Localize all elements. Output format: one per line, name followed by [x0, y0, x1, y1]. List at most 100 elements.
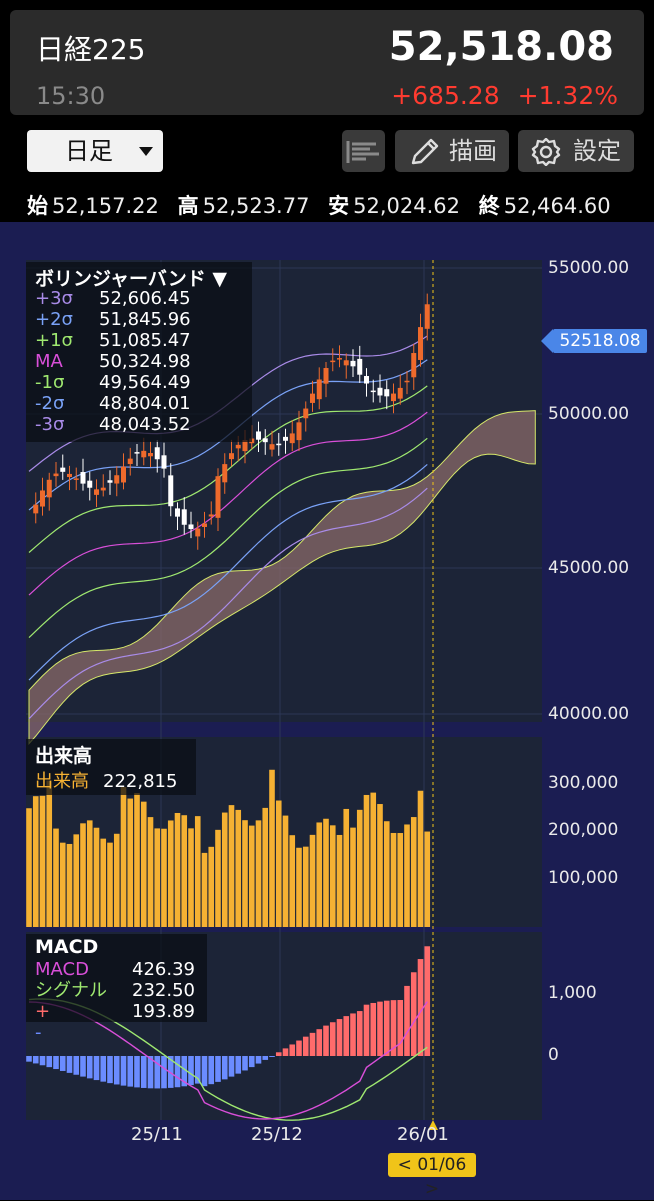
- legend-value: 48,043.52: [99, 414, 191, 435]
- volume-axis-label: 200,000: [548, 820, 619, 840]
- current-price-tag: 52518.08: [541, 329, 647, 353]
- candle-body: [242, 439, 248, 452]
- close-key: 終: [478, 194, 500, 218]
- macd-histogram-bar: [221, 1056, 228, 1080]
- macd-histogram-bar: [404, 985, 410, 1056]
- macd-axis-label: 0: [548, 1045, 559, 1065]
- price-axis-label: 55000.00: [548, 258, 630, 278]
- legend-name: +2σ: [35, 309, 73, 330]
- legend-row: +2σ 51,845.96: [35, 309, 191, 330]
- legend-value: 51,085.47: [99, 330, 191, 351]
- period-select[interactable]: 日足: [27, 130, 163, 172]
- date-cursor[interactable]: < 01/06 >: [388, 1153, 476, 1199]
- date-label: 25/11: [131, 1124, 183, 1145]
- macd-histogram-bar: [161, 1056, 167, 1089]
- quote-time: 15:30: [36, 82, 106, 110]
- macd-row: MACD 426.39: [35, 959, 195, 980]
- legend-row: MA 50,324.98: [35, 351, 191, 372]
- macd-histogram-bar: [350, 1013, 356, 1056]
- volume-bar: [32, 796, 39, 927]
- layout-button[interactable]: [342, 130, 385, 172]
- volume-bar: [350, 827, 356, 927]
- volume-bar: [113, 833, 120, 927]
- macd-histogram-bar: [107, 1056, 113, 1084]
- macd-histogram-bar: [242, 1056, 248, 1071]
- chevron-down-icon: [139, 147, 153, 156]
- macd-histogram-bar: [302, 1036, 309, 1056]
- bollinger-title[interactable]: ボリンジャーバンド ▼: [35, 268, 228, 290]
- macd-row: -: [35, 1022, 132, 1043]
- volume-bar: [26, 808, 32, 927]
- price-tag-pointer: [541, 329, 553, 353]
- volume-bar: [363, 794, 370, 927]
- close-value: 52,464.60: [503, 194, 611, 218]
- volume-bar: [269, 769, 275, 927]
- volume-bar: [424, 831, 431, 927]
- candle-body: [229, 453, 234, 460]
- macd-histogram-bar: [282, 1048, 289, 1056]
- volume-bar: [410, 817, 417, 927]
- gear-icon: [531, 138, 561, 166]
- candle-body: [357, 358, 363, 375]
- macd-histogram-bar: [336, 1019, 343, 1056]
- volume-bar: [215, 829, 221, 927]
- macd-histogram-bar: [316, 1029, 323, 1056]
- volume-bar: [134, 793, 140, 927]
- volume-axis-label: 300,000: [548, 773, 619, 793]
- volume-bar: [228, 805, 235, 927]
- candle-body: [235, 444, 241, 449]
- settings-button[interactable]: 設定: [518, 130, 634, 172]
- macd-histogram-bar: [215, 1056, 221, 1082]
- candle-body: [195, 528, 201, 537]
- macd-histogram-bar: [248, 1056, 255, 1068]
- candle-body: [262, 438, 268, 443]
- candle-body: [391, 393, 396, 402]
- draw-button[interactable]: 描画: [395, 130, 509, 172]
- volume-bar: [343, 808, 350, 927]
- macd-name: MACD: [35, 959, 89, 980]
- volume-bar: [323, 818, 329, 927]
- candle-body: [202, 523, 207, 527]
- macd-histogram-bar: [66, 1056, 73, 1073]
- volume-bar: [309, 834, 316, 927]
- chart-area[interactable]: ボリンジャーバンド ▼ +3σ 52,606.45 +2σ 51,845.96 +1…: [0, 222, 654, 1200]
- volume-bar: [262, 807, 269, 927]
- candle-body: [316, 379, 322, 400]
- macd-histogram-bar: [370, 1002, 377, 1056]
- quote-header: 日経225 52,518.08 15:30 +685.28 +1.32%: [10, 10, 644, 115]
- volume-bar: [242, 820, 248, 927]
- macd-histogram-bar: [383, 1000, 390, 1056]
- volume-bar: [86, 820, 93, 927]
- macd-histogram-bar: [93, 1056, 100, 1081]
- macd-histogram-bar: [154, 1056, 161, 1089]
- candle-body: [100, 487, 106, 491]
- legend-row: +1σ 51,085.47: [35, 330, 191, 351]
- macd-histogram-bar: [289, 1044, 296, 1056]
- macd-histogram-bar: [194, 1056, 201, 1084]
- candle-body: [154, 447, 160, 460]
- macd-histogram-bar: [390, 1000, 397, 1056]
- macd-histogram-bar: [255, 1056, 262, 1064]
- candle-body: [161, 455, 167, 469]
- macd-value: 232.50: [132, 980, 195, 1001]
- macd-histogram-bar: [275, 1052, 282, 1056]
- pencil-icon: [411, 138, 439, 165]
- bollinger-legend[interactable]: ボリンジャーバンド ▼ +3σ 52,606.45 +2σ 51,845.96 +1…: [26, 262, 252, 442]
- candle-body: [33, 504, 39, 514]
- candle-body: [80, 472, 86, 484]
- macd-histogram-bar: [410, 972, 417, 1056]
- macd-histogram-bar: [262, 1056, 269, 1060]
- volume-bar: [208, 846, 215, 927]
- candle-body: [60, 467, 66, 472]
- volume-bar: [174, 812, 181, 927]
- legend-row: +3σ 52,606.45: [35, 288, 191, 309]
- volume-bar: [93, 827, 100, 927]
- macd-name: シグナル: [35, 980, 107, 1001]
- price-change: +685.28 +1.32%: [373, 81, 618, 110]
- candle-body: [418, 327, 423, 360]
- change-value: +685.28: [391, 81, 500, 110]
- legend-value: 51,845.96: [99, 309, 191, 330]
- candle-body: [73, 478, 79, 480]
- candle-body: [67, 473, 72, 478]
- volume-bar: [235, 809, 242, 927]
